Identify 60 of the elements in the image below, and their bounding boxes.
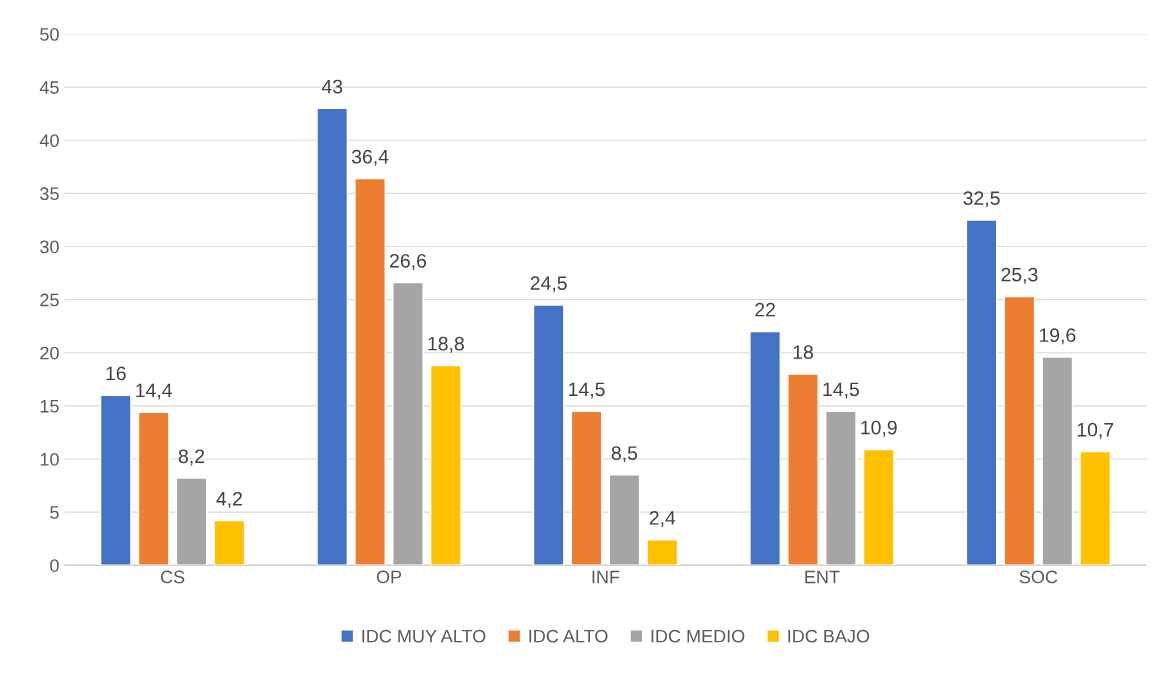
data-label: 25,3: [1001, 267, 1038, 284]
data-label: 16: [106, 366, 126, 381]
data-label: 24,5: [530, 276, 567, 293]
bar: [1041, 356, 1074, 566]
y-tick-label: 45: [39, 81, 59, 94]
bar: [646, 539, 679, 566]
x-tick-label: CS: [160, 570, 185, 584]
bar: [749, 330, 781, 566]
data-label: 43: [321, 79, 343, 94]
data-label: 19,6: [1039, 328, 1076, 345]
legend-label: IDC BAJO: [788, 629, 870, 643]
legend-label: IDC MUY ALTO: [362, 629, 486, 643]
bar: [392, 281, 424, 566]
bar: [787, 373, 819, 566]
bar: [862, 448, 895, 566]
x-tick-label: OP: [376, 570, 402, 584]
bar: [429, 364, 462, 566]
y-tick-label: 30: [40, 240, 59, 254]
data-label: 8,5: [611, 446, 638, 463]
y-tick-label: 40: [39, 134, 59, 148]
bar: [965, 219, 998, 566]
legend-label: IDC ALTO: [529, 629, 608, 643]
y-tick-label: 0: [50, 559, 59, 572]
data-label: 32,5: [963, 191, 1000, 208]
bar: [316, 107, 349, 566]
y-tick-label: 5: [50, 506, 59, 519]
y-tick-label: 20: [40, 346, 59, 360]
data-label: 18: [793, 345, 813, 360]
bar: [213, 519, 246, 566]
data-label: 26,6: [390, 253, 427, 270]
data-label: 8,2: [178, 449, 205, 466]
data-label: 14,5: [823, 382, 859, 399]
x-tick-label: ENT: [805, 570, 840, 584]
bar: [1003, 295, 1036, 566]
bar: [137, 411, 170, 566]
y-tick-label: 15: [40, 400, 59, 413]
bar: [608, 474, 641, 566]
y-tick-label: 10: [40, 452, 59, 466]
bar: [99, 394, 132, 566]
bar: [175, 477, 208, 566]
data-label: 36,4: [351, 149, 389, 166]
bar: [354, 177, 386, 566]
legend-label: IDC MEDIO: [651, 629, 745, 643]
bar: [532, 304, 565, 566]
data-label: 22: [755, 302, 775, 317]
data-label: 18,8: [428, 336, 464, 353]
data-label: 10,9: [861, 420, 897, 437]
data-label: 14,5: [569, 382, 605, 399]
bar: [825, 410, 857, 566]
x-tick-label: INF: [592, 570, 620, 584]
data-label: 10,7: [1077, 422, 1114, 439]
y-tick-label: 50: [40, 27, 59, 41]
bar: [570, 410, 603, 566]
data-label: 2,4: [649, 511, 676, 528]
y-tick-label: 25: [40, 293, 59, 307]
data-label: 14,4: [136, 383, 172, 400]
y-tick-label: 35: [40, 187, 59, 201]
bar: [1079, 450, 1112, 566]
data-label: 4,2: [216, 491, 242, 508]
x-tick-label: SOC: [1019, 570, 1058, 584]
